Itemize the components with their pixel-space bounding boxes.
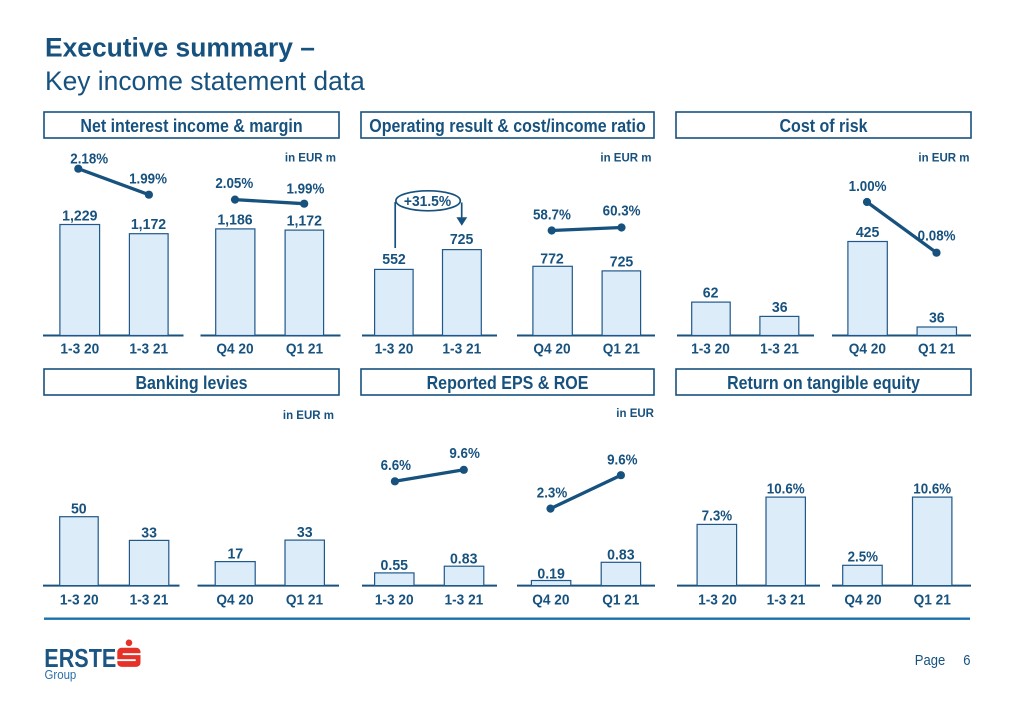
svg-text:1-3 20: 1-3 20 [60, 341, 99, 358]
svg-text:36: 36 [929, 310, 945, 327]
svg-text:Q4 20: Q4 20 [849, 341, 886, 358]
svg-text:1-3 20: 1-3 20 [60, 592, 99, 609]
svg-text:1-3 21: 1-3 21 [760, 341, 799, 358]
svg-text:10.6%: 10.6% [767, 481, 805, 498]
svg-text:0.83: 0.83 [450, 551, 477, 568]
svg-text:1-3 20: 1-3 20 [691, 341, 730, 358]
svg-text:36: 36 [772, 299, 788, 316]
svg-text:1-3 21: 1-3 21 [129, 341, 168, 358]
svg-text:Q1 21: Q1 21 [603, 341, 640, 358]
svg-text:ERSTE: ERSTE [44, 643, 116, 673]
svg-text:1-3 21: 1-3 21 [445, 592, 484, 609]
svg-text:62: 62 [703, 285, 719, 302]
svg-text:1-3 21: 1-3 21 [130, 592, 169, 609]
svg-text:60.3%: 60.3% [603, 203, 641, 220]
svg-text:772: 772 [540, 251, 564, 268]
svg-text:9.6%: 9.6% [449, 445, 480, 462]
svg-text:in EUR m: in EUR m [283, 410, 334, 422]
svg-text:1,229: 1,229 [62, 208, 97, 225]
svg-text:in EUR: in EUR [616, 408, 654, 420]
svg-text:6.6%: 6.6% [381, 457, 412, 474]
svg-text:Q1 21: Q1 21 [918, 341, 955, 358]
svg-text:Q4 20: Q4 20 [216, 592, 253, 609]
svg-text:2.18%: 2.18% [70, 151, 108, 168]
svg-text:1,172: 1,172 [287, 213, 322, 230]
svg-text:1,186: 1,186 [217, 212, 252, 229]
svg-text:+31.5%: +31.5% [404, 193, 451, 210]
svg-text:2.3%: 2.3% [537, 485, 568, 502]
svg-text:Q1 21: Q1 21 [286, 341, 323, 358]
svg-text:in EUR m: in EUR m [285, 152, 336, 164]
svg-text:6: 6 [963, 651, 970, 668]
svg-text:425: 425 [856, 224, 880, 241]
svg-text:in EUR m: in EUR m [918, 152, 969, 164]
svg-text:1-3 20: 1-3 20 [698, 592, 737, 609]
svg-text:Page: Page [915, 651, 946, 668]
svg-text:Q1 21: Q1 21 [602, 592, 639, 609]
svg-text:Q4 20: Q4 20 [844, 592, 881, 609]
svg-text:1.00%: 1.00% [849, 178, 887, 195]
svg-text:Key income statement data: Key income statement data [45, 66, 365, 96]
svg-text:725: 725 [610, 254, 634, 271]
svg-text:0.83: 0.83 [607, 547, 634, 564]
svg-text:7.3%: 7.3% [702, 508, 733, 525]
svg-text:Banking levies: Banking levies [135, 372, 247, 393]
svg-text:Executive summary –: Executive summary – [45, 32, 315, 62]
svg-text:Q1 21: Q1 21 [286, 592, 323, 609]
svg-text:Q1 21: Q1 21 [914, 592, 951, 609]
svg-text:58.7%: 58.7% [533, 207, 571, 224]
svg-text:2.05%: 2.05% [215, 175, 253, 192]
svg-text:Group: Group [45, 668, 77, 682]
svg-text:1.99%: 1.99% [286, 181, 324, 198]
svg-text:0.19: 0.19 [537, 566, 564, 583]
svg-text:Return on tangible equity: Return on tangible equity [727, 372, 920, 393]
svg-text:Cost of risk: Cost of risk [779, 115, 867, 136]
svg-text:1-3 20: 1-3 20 [375, 592, 414, 609]
svg-text:9.6%: 9.6% [607, 452, 638, 469]
svg-text:2.5%: 2.5% [848, 549, 879, 566]
svg-text:50: 50 [71, 501, 87, 518]
svg-text:725: 725 [450, 232, 474, 249]
svg-text:17: 17 [227, 546, 243, 563]
svg-text:1-3 21: 1-3 21 [767, 592, 806, 609]
svg-text:1.99%: 1.99% [129, 171, 167, 188]
svg-text:Net interest income & margin: Net interest income & margin [80, 115, 302, 136]
svg-text:10.6%: 10.6% [913, 481, 951, 498]
svg-text:1,172: 1,172 [131, 217, 166, 234]
svg-text:33: 33 [297, 525, 313, 542]
svg-text:Q4 20: Q4 20 [533, 341, 570, 358]
svg-text:Reported EPS & ROE: Reported EPS & ROE [427, 372, 589, 393]
svg-text:in EUR m: in EUR m [600, 152, 651, 164]
svg-text:0.08%: 0.08% [918, 228, 956, 245]
svg-text:552: 552 [382, 252, 406, 269]
svg-text:Q4 20: Q4 20 [532, 592, 569, 609]
svg-text:1-3 20: 1-3 20 [375, 341, 414, 358]
svg-text:Q4 20: Q4 20 [216, 341, 253, 358]
svg-text:33: 33 [141, 525, 157, 542]
svg-text:Operating result & cost/income: Operating result & cost/income ratio [369, 115, 645, 136]
svg-text:0.55: 0.55 [381, 558, 408, 575]
svg-text:1-3 21: 1-3 21 [442, 341, 481, 358]
